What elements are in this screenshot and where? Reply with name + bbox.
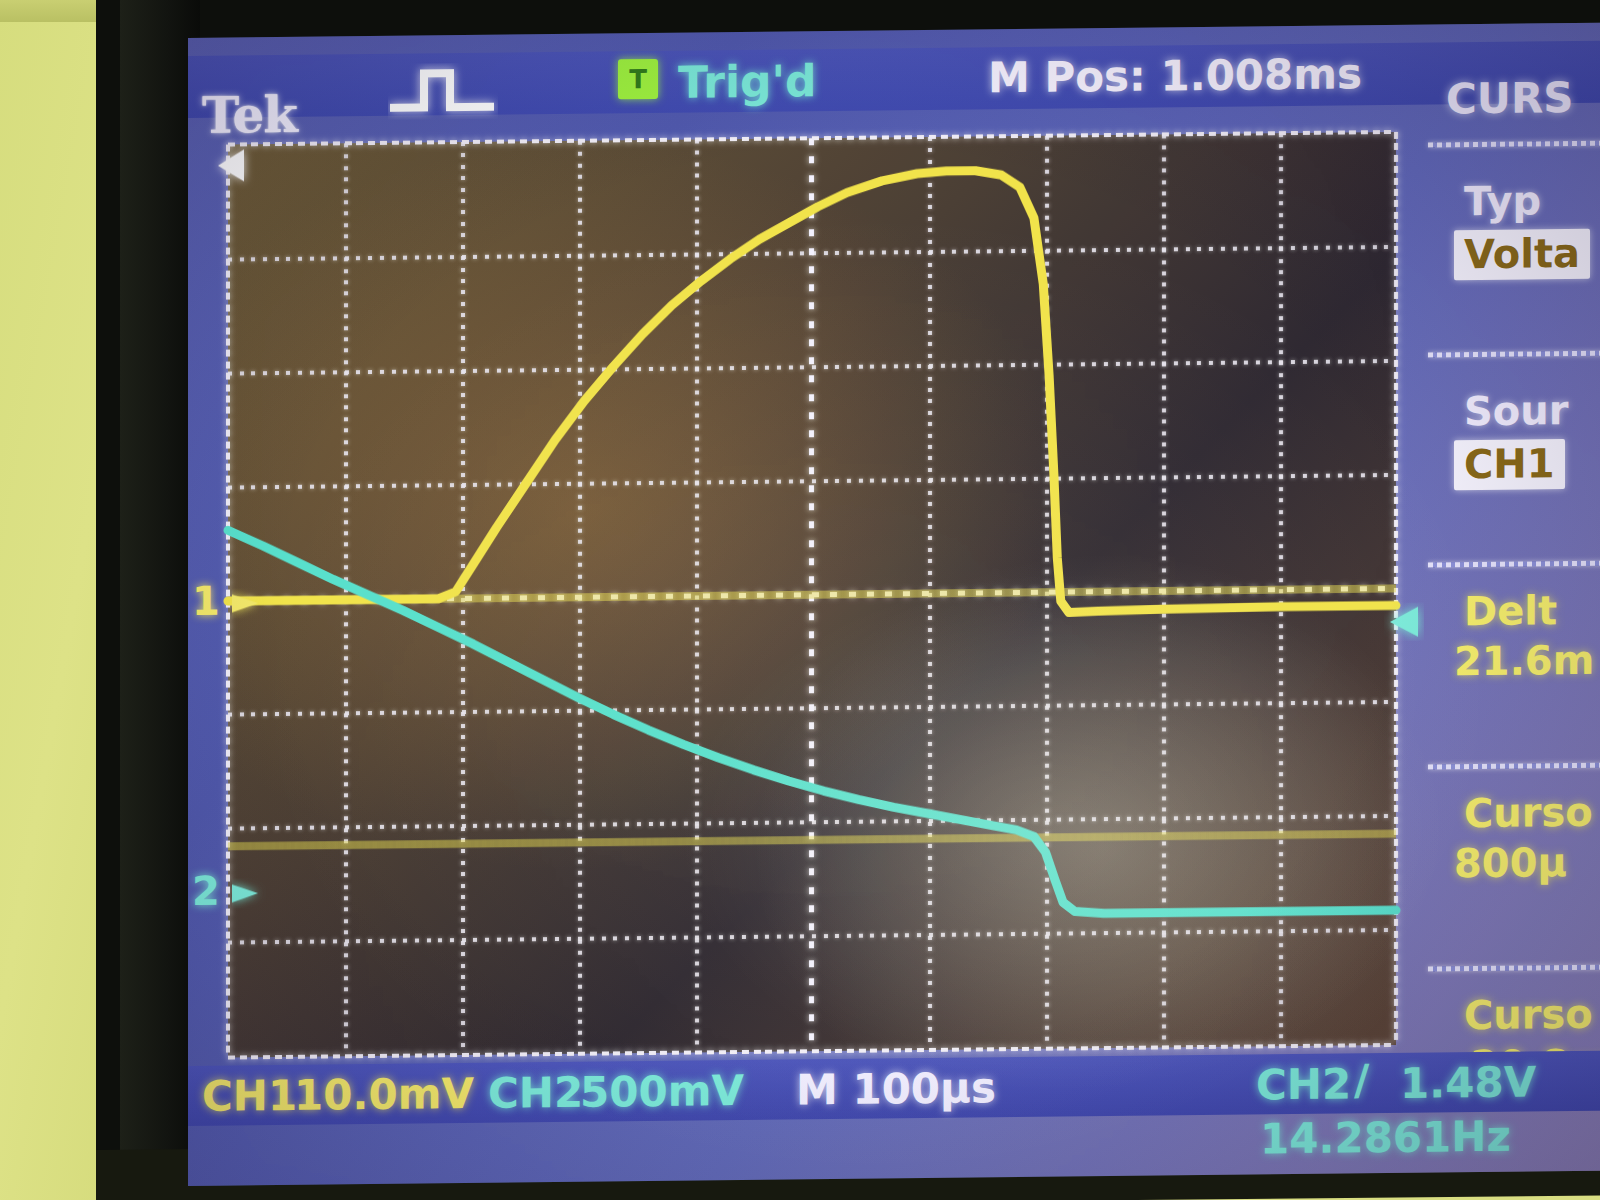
menu-item-type-label: Typ bbox=[1424, 177, 1600, 225]
menu-separator bbox=[1428, 763, 1600, 770]
oscilloscope-photo: Tek T Trig'd M Pos: 1.008ms bbox=[0, 0, 1600, 1200]
trigger-source-readout[interactable]: CH2 bbox=[1256, 1059, 1351, 1109]
waveform-trace-ch2[interactable] bbox=[228, 518, 1396, 923]
trigger-slope-icon[interactable]: ∕ bbox=[1354, 1055, 1369, 1104]
waveform-trace-glow bbox=[228, 518, 1396, 923]
menu-separator bbox=[1428, 965, 1600, 972]
ch2-ground-marker[interactable]: 2 bbox=[192, 867, 266, 914]
menu-item-delta-value: 21.6m bbox=[1424, 637, 1600, 685]
ch2-ground-marker-label: 2 bbox=[192, 868, 220, 914]
graticule bbox=[228, 132, 1396, 1058]
ch1-label[interactable]: CH1 bbox=[202, 1071, 297, 1121]
menu-item-cursor1-value: 800µ bbox=[1424, 839, 1600, 887]
menu-separator bbox=[1428, 141, 1600, 148]
cursor-line[interactable] bbox=[228, 834, 1396, 847]
menu-item-cursor2-label: Curso bbox=[1424, 991, 1600, 1039]
menu-item-cursor1[interactable]: Curso 800µ bbox=[1424, 789, 1600, 887]
menu-item-source-value: CH1 bbox=[1454, 439, 1565, 490]
frequency-readout: 14.2861Hz bbox=[1260, 1112, 1511, 1164]
cursor-lines-group bbox=[228, 588, 1396, 846]
waveform-trace-glow bbox=[228, 166, 1396, 621]
cursor-side-menu: CURS Typ Volta Sour CH1 Delt 21.6m Curso… bbox=[1424, 41, 1600, 1043]
menu-item-source-label: Sour bbox=[1424, 387, 1600, 435]
ch1-scale[interactable]: 10.0mV bbox=[294, 1069, 474, 1120]
trigger-level-readout[interactable]: 1.48V bbox=[1400, 1057, 1536, 1107]
ch1-ground-arrow-icon bbox=[232, 588, 266, 618]
side-menu-title: CURS bbox=[1446, 73, 1574, 123]
waveform-canvas bbox=[228, 132, 1396, 1058]
trace-paths-group bbox=[228, 166, 1396, 923]
timebase-readout[interactable]: M 100µs bbox=[796, 1063, 996, 1114]
trigger-position-arrow-icon[interactable] bbox=[218, 149, 244, 181]
trigger-status: Trig'd bbox=[678, 55, 816, 107]
ch2-ground-arrow-icon bbox=[232, 878, 266, 908]
ch2-label[interactable]: CH2 bbox=[488, 1068, 583, 1118]
trigger-badge: T bbox=[618, 59, 658, 99]
menu-item-delta[interactable]: Delt 21.6m bbox=[1424, 587, 1600, 685]
ch2-scale[interactable]: 500mV bbox=[580, 1066, 744, 1117]
menu-item-type-value: Volta bbox=[1454, 229, 1590, 280]
menu-item-source[interactable]: Sour CH1 bbox=[1424, 387, 1600, 491]
menu-separator bbox=[1428, 351, 1600, 358]
oscilloscope-screen: Tek T Trig'd M Pos: 1.008ms bbox=[188, 23, 1600, 1186]
menu-item-delta-label: Delt bbox=[1424, 587, 1600, 635]
waveform-trace-ch1[interactable] bbox=[228, 166, 1396, 621]
tek-logo: Tek bbox=[202, 85, 297, 145]
menu-separator bbox=[1428, 561, 1600, 568]
ch2-trigger-level-arrow-icon[interactable] bbox=[1384, 603, 1424, 641]
ch1-ground-marker[interactable]: 1 bbox=[192, 577, 266, 624]
menu-item-type[interactable]: Typ Volta bbox=[1424, 177, 1600, 281]
trigger-waveform-icon bbox=[388, 63, 498, 120]
menu-item-cursor1-label: Curso bbox=[1424, 789, 1600, 837]
horizontal-position-readout: M Pos: 1.008ms bbox=[988, 49, 1362, 102]
ch1-ground-marker-label: 1 bbox=[192, 578, 220, 624]
